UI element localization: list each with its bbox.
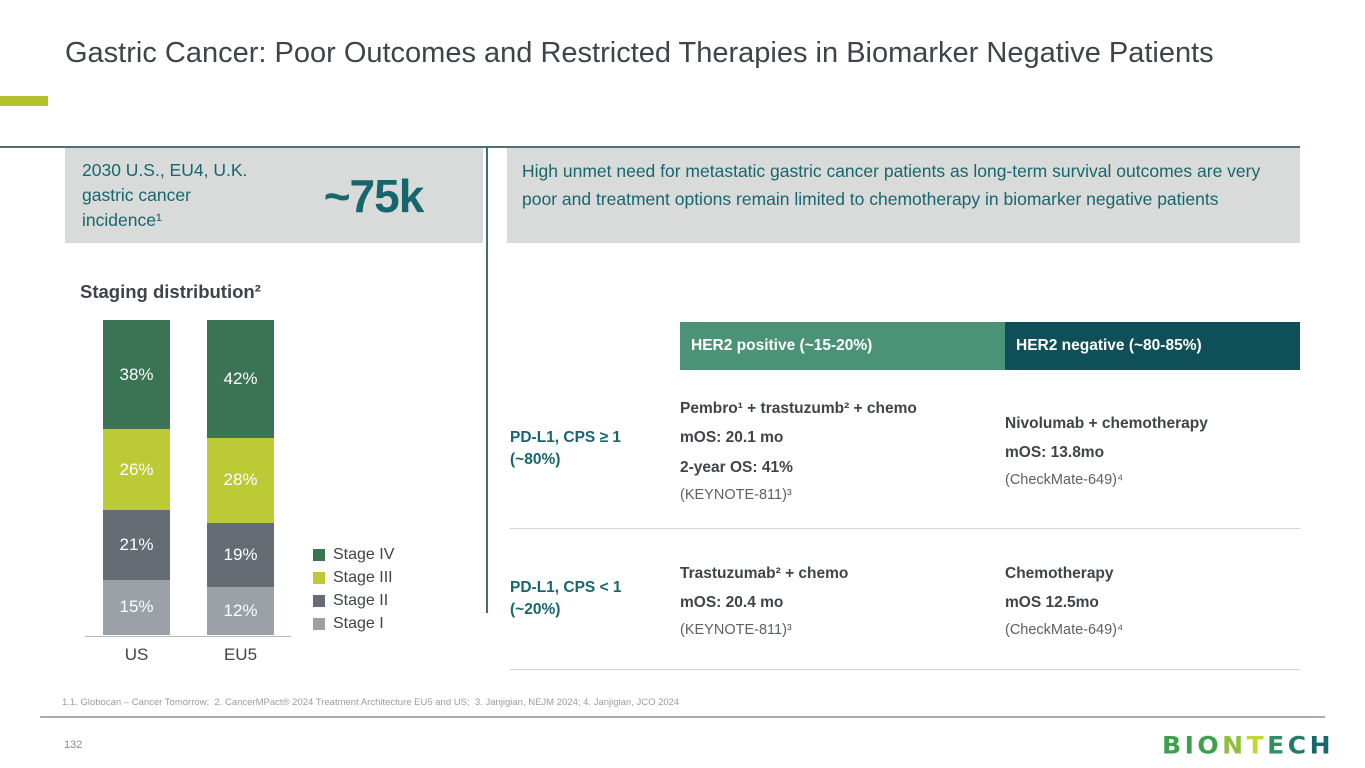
chart-title: Staging distribution² (80, 281, 261, 302)
legend-swatch (313, 571, 325, 584)
page-number: 132 (64, 739, 83, 751)
bar-segment-value: 12% (223, 601, 258, 621)
bar-segment-value: 15% (119, 597, 154, 617)
legend-item-stage-iv: Stage IV (313, 543, 394, 566)
logo-letter: N (1222, 731, 1247, 760)
logo-letter: E (1267, 731, 1288, 760)
cell-trial-note: (KEYNOTE-811)³ (680, 622, 792, 639)
cell-line: mOS 12.5mo (1005, 593, 1099, 611)
legend-item-stage-iii: Stage III (313, 566, 394, 589)
bar-segment-value: 42% (223, 368, 258, 388)
cell-line: mOS: 13.8mo (1005, 443, 1105, 461)
cell-line: Nivolumab + chemotherapy (1005, 414, 1208, 432)
table-cell: Chemotherapy mOS 12.5mo (CheckMate-649)⁴ (1005, 529, 1300, 669)
table-cell: Nivolumab + chemotherapy mOS: 13.8mo (Chec… (1005, 370, 1300, 528)
logo-letter: I (1184, 731, 1198, 760)
legend-item-stage-i: Stage I (313, 612, 394, 635)
cell-trial-note: (CheckMate-649)⁴ (1005, 622, 1124, 639)
legend-label: Stage I (333, 614, 384, 632)
legend-label: Stage III (333, 568, 393, 586)
table-row: PD-L1, CPS ≥ 1 (~80%) Pembro¹ + trastuzum… (510, 370, 1300, 529)
table-header-her2-negative: HER2 negative (~80-85%) (1005, 322, 1300, 370)
column-divider (486, 146, 488, 613)
table-row: PD-L1, CPS < 1 (~20%) Trastuzumab² + chem… (510, 529, 1300, 670)
logo-letter: O (1197, 731, 1223, 760)
cell-line: Pembro¹ + trastuzumb² + chemo (680, 399, 917, 417)
incidence-box: 2030 U.S., EU4, U.K. gastric cancer inci… (65, 148, 483, 243)
row-label: PD-L1, CPS < 1 (~20%) (510, 578, 622, 618)
incidence-value: ~75k (323, 169, 425, 222)
page-title: Gastric Cancer: Poor Outcomes and Restri… (65, 37, 1214, 69)
cell-trial-note: (KEYNOTE-811)³ (680, 487, 792, 503)
table-cell: Trastuzumab² + chemo mOS: 20.4 mo (KEYNOTE… (680, 529, 1005, 669)
logo-letter: C (1287, 731, 1310, 760)
cell-trial-note: (CheckMate-649)⁴ (1005, 472, 1124, 489)
table-header-row: HER2 positive (~15-20%) HER2 negative (~… (510, 322, 1300, 370)
bar-segment-value: 21% (119, 535, 154, 555)
bar-segment-stage-iv: 38% (103, 320, 170, 430)
title-accent-bar (0, 96, 48, 106)
legend-label: Stage II (333, 591, 389, 609)
bar-segment-stage-iii: 28% (207, 437, 274, 523)
bar-segment-value: 28% (223, 470, 258, 490)
stacked-bar-eu5: 42% 28% 19% 12% (207, 320, 274, 635)
bar-segment-value: 19% (223, 544, 258, 564)
cell-line: mOS: 20.4 mo (680, 593, 784, 611)
legend-label: Stage IV (333, 545, 395, 563)
bar-segment-stage-ii: 21% (103, 510, 170, 580)
cell-line: Chemotherapy (1005, 564, 1114, 582)
x-axis-label-us: US (124, 645, 149, 664)
footer-rule (40, 716, 1325, 718)
x-axis-label-eu5: EU5 (223, 645, 258, 664)
biontech-logo: BIONTECH (1162, 732, 1334, 760)
bar-segment-stage-i: 12% (207, 587, 274, 635)
legend-swatch (313, 594, 325, 607)
row-label: PD-L1, CPS ≥ 1 (~80%) (510, 428, 622, 468)
footnote: 1.1. Globocan – Cancer Tomorrow; 2. Canc… (62, 697, 680, 708)
legend-swatch (313, 548, 325, 561)
incidence-label: 2030 U.S., EU4, U.K. gastric cancer inci… (82, 160, 248, 230)
table-body: PD-L1, CPS ≥ 1 (~80%) Pembro¹ + trastuzum… (510, 370, 1300, 670)
bar-segment-value: 38% (119, 364, 154, 384)
cell-line: mOS: 20.1 mo (680, 429, 784, 447)
table-header-spacer (510, 322, 680, 370)
bar-segment-stage-iii: 26% (103, 429, 170, 511)
bar-segment-stage-i: 15% (103, 579, 170, 635)
logo-letter: H (1309, 731, 1335, 760)
treatment-table: HER2 positive (~15-20%) HER2 negative (~… (510, 322, 1300, 670)
table-cell: Pembro¹ + trastuzumb² + chemo mOS: 20.1 m… (680, 370, 1005, 528)
chart-legend: Stage IV Stage III Stage II Stage I (313, 543, 394, 635)
top-rule (0, 146, 1300, 148)
cell-line: 2-year OS: 41% (680, 458, 793, 476)
bar-segment-stage-iv: 42% (207, 320, 274, 438)
summary-box: High unmet need for metastatic gastric c… (507, 148, 1300, 243)
logo-letter: B (1162, 731, 1185, 760)
bar-segment-stage-ii: 19% (207, 522, 274, 588)
logo-letter: T (1246, 731, 1268, 760)
table-header-her2-positive: HER2 positive (~15-20%) (680, 322, 1005, 370)
bar-segment-value: 26% (119, 459, 154, 479)
cell-line: Trastuzumab² + chemo (680, 564, 849, 582)
legend-item-stage-ii: Stage II (313, 589, 394, 612)
stacked-bar-us: 38% 26% 21% 15% (103, 320, 170, 635)
x-axis-line (85, 636, 291, 637)
legend-swatch (313, 617, 325, 630)
